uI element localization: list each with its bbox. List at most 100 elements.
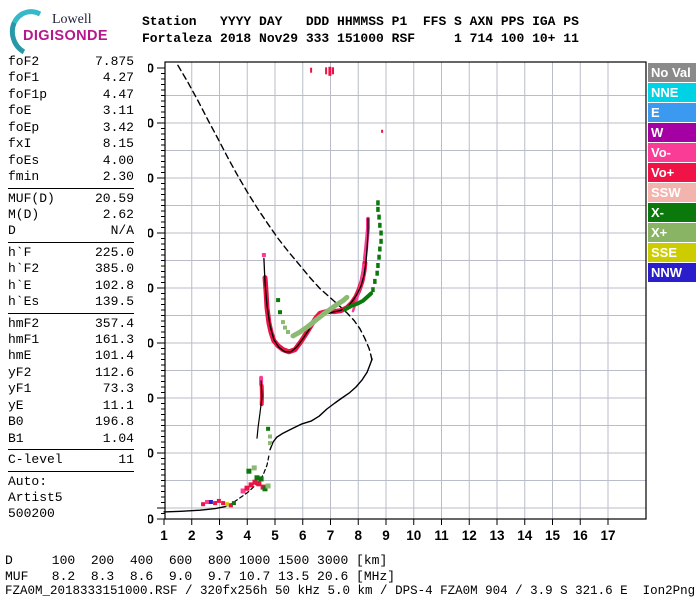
muf-transmission-curve <box>177 64 373 362</box>
x-trace-lower <box>342 291 373 312</box>
x-axis-label: 12 <box>462 528 477 543</box>
y-axis-label: 400 <box>148 336 154 351</box>
y-axis-label: 80 <box>148 512 154 527</box>
param-value: 3.42 <box>102 119 134 135</box>
param-row-hmf1: hmF1 161.3 <box>8 332 134 348</box>
y-axis-label: 200 <box>148 446 154 461</box>
param-value: 2.62 <box>102 206 134 222</box>
param-value: 8.15 <box>102 136 134 152</box>
legend-item-w: W <box>648 123 696 142</box>
legend-item-x+: X+ <box>648 223 696 242</box>
x-axis-label: 7 <box>327 528 335 543</box>
param-value: 196.8 <box>94 414 134 430</box>
param-label: foF1 <box>8 70 40 86</box>
param-label: 500200 <box>8 506 55 522</box>
param-label: h`F2 <box>8 261 40 277</box>
y-axis-label: 900 <box>148 61 154 76</box>
param-value: 20.59 <box>94 190 134 206</box>
x-axis-label: 8 <box>354 528 362 543</box>
legend-item-e: E <box>648 103 696 122</box>
param-row-hmf2: hmF2 357.4 <box>8 316 134 332</box>
param-row-hes: h`Es 139.5 <box>8 294 134 310</box>
x-axis-label: 17 <box>600 528 615 543</box>
x-axis-label: 10 <box>406 528 421 543</box>
param-value: 101.4 <box>94 348 134 364</box>
legend-item-ssw: SSW <box>648 183 696 202</box>
param-label: Auto: <box>8 473 48 489</box>
param-label: yF2 <box>8 364 32 380</box>
param-value: 161.3 <box>94 332 134 347</box>
param-value: 11 <box>118 452 134 468</box>
param-value: 112.6 <box>94 364 134 380</box>
param-value: 11.1 <box>102 397 134 413</box>
artist-fitted-f1 <box>256 380 263 439</box>
param-label: hmF1 <box>8 332 40 347</box>
true-height-profile-f <box>269 358 373 451</box>
param-value: 73.3 <box>102 381 134 397</box>
param-label: foF2 <box>8 54 40 69</box>
param-label: MUF(D) <box>8 190 55 206</box>
x-axis-label: 6 <box>299 528 307 543</box>
param-row-fof2: foF2 7.875 <box>8 54 134 70</box>
x-axis-label: 11 <box>434 528 449 543</box>
header-columns-line: Station YYYY DAY DDD HHMMSS P1 FFS S AXN… <box>142 14 579 29</box>
param-label: foEs <box>8 152 40 168</box>
x-trace-column <box>371 200 383 293</box>
status-bar: FZA0M_2018333151000.RSF / 320fx256h 50 k… <box>5 584 700 598</box>
param-row-hme: hmE 101.4 <box>8 348 134 364</box>
legend-item-x-: X- <box>648 203 696 222</box>
param-row-foep: foEp 3.42 <box>8 120 134 136</box>
param-label: hmF2 <box>8 315 40 331</box>
param-label: fxI <box>8 136 32 152</box>
y-axis-label: 500 <box>148 281 154 296</box>
param-value: 2.30 <box>102 169 134 185</box>
param-row-ye: yE 11.1 <box>8 398 134 414</box>
param-row-fof1: foF1 4.27 <box>8 70 134 86</box>
x-trace-light <box>290 294 350 339</box>
f1-cusp-green-bits <box>266 426 272 446</box>
param-label: C-level <box>8 452 63 468</box>
param-label: yF1 <box>8 381 32 397</box>
param-row-500200: 500200 <box>8 506 134 522</box>
param-panel: foF2 7.875 foF1 4.27 foF1p 4.47 foE 3.11 foEp 3.4… <box>8 54 134 523</box>
legend-item-sse: SSE <box>648 243 696 262</box>
param-row-fof1p: foF1p 4.47 <box>8 87 134 103</box>
param-value: 3.11 <box>102 103 134 119</box>
param-label: B0 <box>8 414 24 430</box>
param-label: Artist5 <box>8 489 63 505</box>
x-axis-label: 15 <box>545 528 561 543</box>
ionogram-plot: 9008007006005004003002008012345678910111… <box>148 61 647 543</box>
es-layer-trace <box>240 465 271 494</box>
param-value: 139.5 <box>94 294 134 310</box>
x-axis-label: 4 <box>243 528 251 543</box>
param-label: yE <box>8 397 24 413</box>
x-axis-label: 9 <box>382 528 390 543</box>
param-row-artist5: Artist5 <box>8 490 134 506</box>
x-axis-label: 1 <box>160 528 168 543</box>
param-row-hf: h`F 225.0 <box>8 245 134 261</box>
param-label: M(D) <box>8 206 40 222</box>
param-value: 4.47 <box>102 86 134 102</box>
param-row-yf1: yF1 73.3 <box>8 381 134 397</box>
param-label: foF1p <box>8 86 48 102</box>
param-row-fxi: fxI 8.15 <box>8 136 134 152</box>
y-axis-label: 300 <box>148 391 154 406</box>
param-value: 4.27 <box>102 70 134 86</box>
d-muf-table: D 100 200 400 600 800 1000 1500 3000 [km… <box>5 553 395 584</box>
y-axis-label: 800 <box>148 116 154 131</box>
header-values-line: Fortaleza 2018 Nov29 333 151000 RSF 1 71… <box>142 31 579 46</box>
legend-item-vo-: Vo- <box>648 143 696 162</box>
param-separator <box>8 187 134 189</box>
y-axis-label: 700 <box>148 171 154 186</box>
param-row-hf2: h`F2 385.0 <box>8 261 134 277</box>
param-value: 102.8 <box>94 277 134 293</box>
param-row-b1: B1 1.04 <box>8 431 134 447</box>
f2-cusp-pink-tip <box>261 253 266 257</box>
legend-item-noval: No Val <box>648 63 696 82</box>
param-value: 1.04 <box>102 430 134 446</box>
param-row-yf2: yF2 112.6 <box>8 365 134 381</box>
y-axis-label: 600 <box>148 226 154 241</box>
param-row-foe: foE 3.11 <box>8 103 134 119</box>
param-value: N/A <box>110 223 134 239</box>
